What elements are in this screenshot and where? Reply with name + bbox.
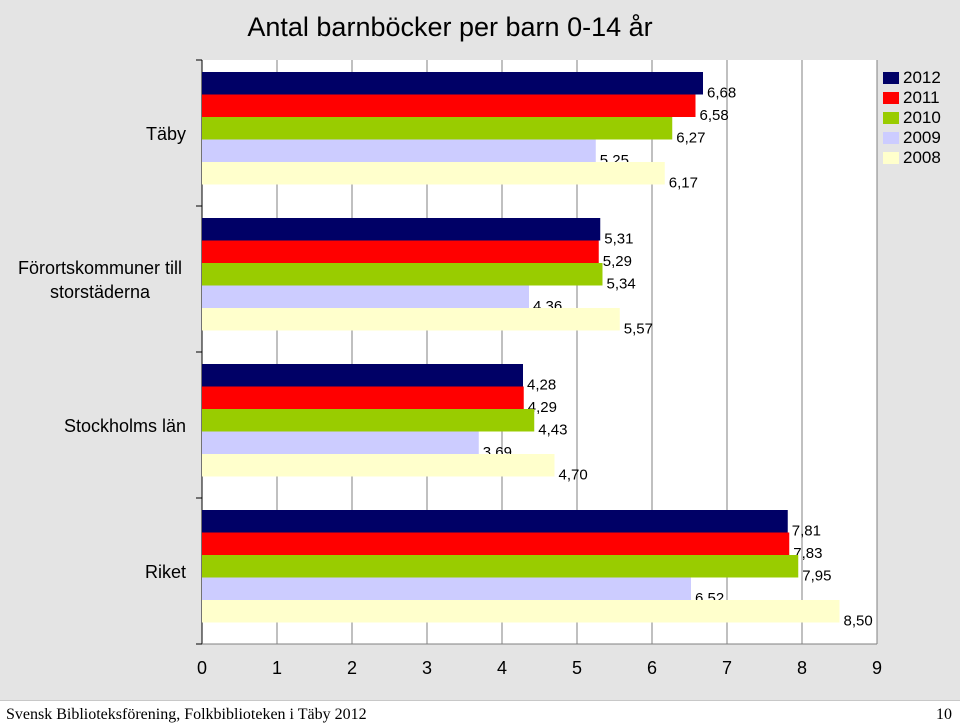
chart-title: Antal barnböcker per barn 0-14 år (247, 12, 653, 42)
category-label-line: storstäderna (50, 282, 151, 302)
chart-legend: 2012 2011 2010 2009 2008 (883, 68, 941, 168)
legend-swatch (883, 92, 899, 104)
bar (202, 555, 799, 578)
bar (202, 308, 620, 331)
bar (202, 532, 790, 555)
data-label: 8,50 (844, 612, 873, 629)
x-tick-label: 0 (197, 658, 207, 678)
bar (202, 454, 555, 477)
category-label: Stockholms län (64, 416, 186, 436)
footer: Svensk Biblioteksförening, Folkbibliotek… (0, 700, 960, 726)
legend-item: 2011 (883, 88, 941, 108)
legend-swatch (883, 112, 899, 124)
category-label: Förortskommuner till storstäderna (18, 258, 182, 302)
bar (202, 162, 665, 185)
legend-label: 2012 (903, 68, 941, 87)
chart-area: Antal barnböcker per barn 0-14 år 0 1 2 3 4 5… (0, 0, 960, 700)
data-label: 6,27 (676, 129, 705, 146)
legend-swatch (883, 72, 899, 84)
x-tick-label: 8 (797, 658, 807, 678)
data-label: 7,95 (802, 567, 831, 584)
data-label: 6,68 (707, 84, 736, 101)
legend-item: 2008 (883, 148, 941, 168)
footer-text: Svensk Biblioteksförening, Folkbibliotek… (6, 706, 367, 723)
x-tick-label: 3 (422, 658, 432, 678)
category-label-line: Riket (145, 562, 186, 582)
category-label-line: Stockholms län (64, 416, 186, 436)
data-label: 5,29 (603, 253, 632, 270)
bar (202, 510, 788, 533)
bar (202, 431, 479, 454)
bar (202, 218, 601, 241)
data-label: 5,34 (607, 275, 636, 292)
legend-label: 2010 (903, 108, 941, 127)
data-label: 6,58 (700, 107, 729, 124)
bar (202, 72, 703, 95)
data-label: 7,81 (792, 522, 821, 539)
bar (202, 577, 691, 600)
data-label: 4,43 (538, 421, 567, 438)
bar (202, 409, 535, 432)
category-label-line: Täby (146, 124, 186, 144)
category-label-line: Förortskommuner till (18, 258, 182, 278)
bar (202, 364, 523, 387)
data-label: 4,70 (559, 466, 588, 483)
bar (202, 600, 840, 623)
legend-item: 2010 (883, 108, 941, 128)
data-label: 4,29 (528, 399, 557, 416)
data-label: 6,17 (669, 174, 698, 191)
legend-swatch (883, 152, 899, 164)
data-label: 7,83 (793, 545, 822, 562)
legend-swatch (883, 132, 899, 144)
chart-plot: 0 1 2 3 4 5 6 7 8 96,686,586,275,256,17Täby5,315,… (18, 59, 882, 678)
bar (202, 285, 529, 308)
category-label: Täby (146, 124, 186, 144)
category-label: Riket (145, 562, 186, 582)
data-label: 5,31 (604, 230, 633, 247)
data-label: 5,57 (624, 320, 653, 337)
bar (202, 117, 673, 140)
bar (202, 263, 603, 286)
x-tick-label: 7 (722, 658, 732, 678)
legend-item: 2012 (883, 68, 941, 88)
bar (202, 139, 596, 162)
legend-item: 2009 (883, 128, 941, 148)
x-tick-label: 1 (272, 658, 282, 678)
legend-label: 2009 (903, 128, 941, 147)
bar (202, 94, 696, 117)
page-number: 10 (936, 706, 952, 723)
data-label: 4,28 (527, 376, 556, 393)
x-tick-label: 5 (572, 658, 582, 678)
bar (202, 386, 524, 409)
x-tick-label: 6 (647, 658, 657, 678)
legend-label: 2011 (903, 88, 940, 107)
bar (202, 240, 599, 263)
x-tick-label: 4 (497, 658, 507, 678)
x-tick-label: 9 (872, 658, 882, 678)
x-tick-label: 2 (347, 658, 357, 678)
legend-label: 2008 (903, 148, 941, 167)
